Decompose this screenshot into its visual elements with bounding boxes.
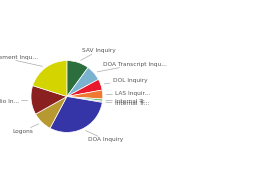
Wedge shape	[33, 61, 67, 96]
Text: Logons: Logons	[12, 124, 39, 134]
Wedge shape	[67, 96, 103, 102]
Text: DOA Transcript Inqu...: DOA Transcript Inqu...	[97, 62, 167, 72]
Wedge shape	[67, 68, 98, 96]
Wedge shape	[50, 96, 102, 132]
Wedge shape	[67, 79, 102, 96]
Wedge shape	[67, 61, 88, 96]
Text: DOA Inquiry: DOA Inquiry	[86, 130, 123, 142]
Wedge shape	[31, 86, 67, 114]
Wedge shape	[67, 96, 103, 101]
Text: Portfolio In...: Portfolio In...	[0, 99, 28, 104]
Text: Internal Tr...: Internal Tr...	[106, 101, 149, 106]
Wedge shape	[35, 96, 67, 128]
Text: Internal Tr...: Internal Tr...	[106, 99, 150, 104]
Text: LAS Inquir...: LAS Inquir...	[106, 91, 150, 96]
Text: DOL Inquiry: DOL Inquiry	[104, 78, 147, 84]
Wedge shape	[67, 90, 103, 99]
Text: DOA Procurement Inqu...: DOA Procurement Inqu...	[0, 55, 43, 66]
Text: SAV Inquiry: SAV Inquiry	[81, 48, 116, 60]
